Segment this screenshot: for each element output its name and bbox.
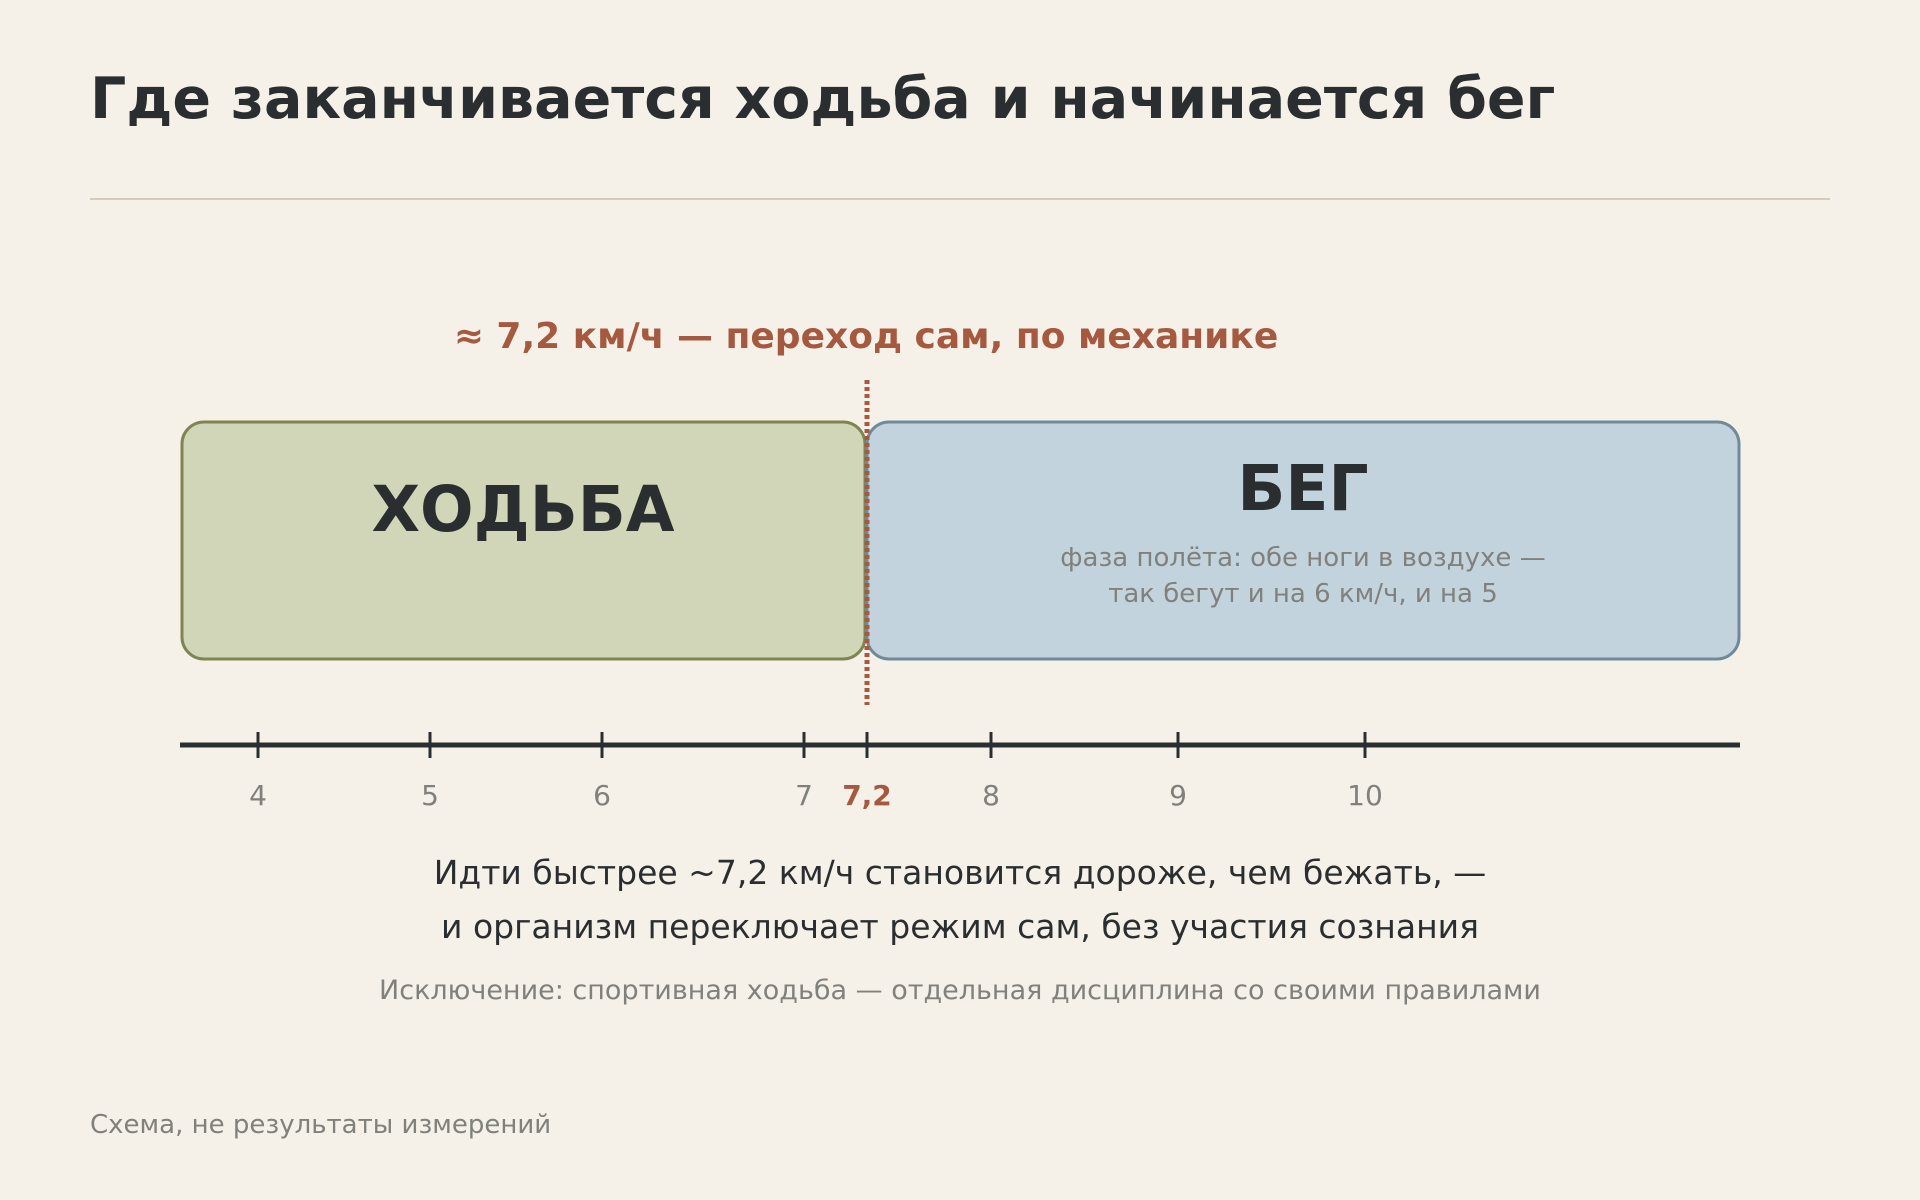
run-zone-label: БЕГ <box>1237 452 1368 525</box>
run-zone-note-line2: так бегут и на 6 км/ч, и на 5 <box>1108 579 1498 609</box>
axis-tick-5-label: 5 <box>421 779 439 812</box>
exception-note: Исключение: спортивная ходьба — отдельна… <box>379 975 1541 1006</box>
walk-zone-label: ХОДЬБА <box>371 473 674 546</box>
run-zone-note-line1: фаза полёта: обе ноги в воздухе — <box>1060 543 1545 573</box>
axis-ticks: 4 5 6 7 8 9 10 7,2 <box>249 732 1383 812</box>
axis-tick-threshold-label: 7,2 <box>842 779 892 812</box>
walk-zone <box>180 420 867 661</box>
footnote: Схема, не результаты измерений <box>90 1110 552 1140</box>
threshold-label: ≈ 7,2 км/ч — переход сам, по механике <box>454 316 1279 357</box>
explanation-line1: Идти быстрее ~7,2 км/ч становится дороже… <box>433 853 1487 892</box>
axis-tick-10-label: 10 <box>1347 779 1383 812</box>
run-zone <box>865 420 1741 661</box>
title-divider <box>90 198 1830 200</box>
axis-tick-9-label: 9 <box>1169 779 1187 812</box>
explanation-line2: и организм переключает режим сам, без уч… <box>441 907 1479 946</box>
gait-diagram: ≈ 7,2 км/ч — переход сам, по механике ХО… <box>180 316 1741 812</box>
page-title: Где заканчивается ходьба и начинается бе… <box>90 66 1556 132</box>
axis-tick-4-label: 4 <box>249 779 267 812</box>
explanation: Идти быстрее ~7,2 км/ч становится дороже… <box>0 846 1920 954</box>
axis-tick-7-label: 7 <box>795 779 813 812</box>
axis-tick-6-label: 6 <box>593 779 611 812</box>
axis-tick-8-label: 8 <box>982 779 1000 812</box>
